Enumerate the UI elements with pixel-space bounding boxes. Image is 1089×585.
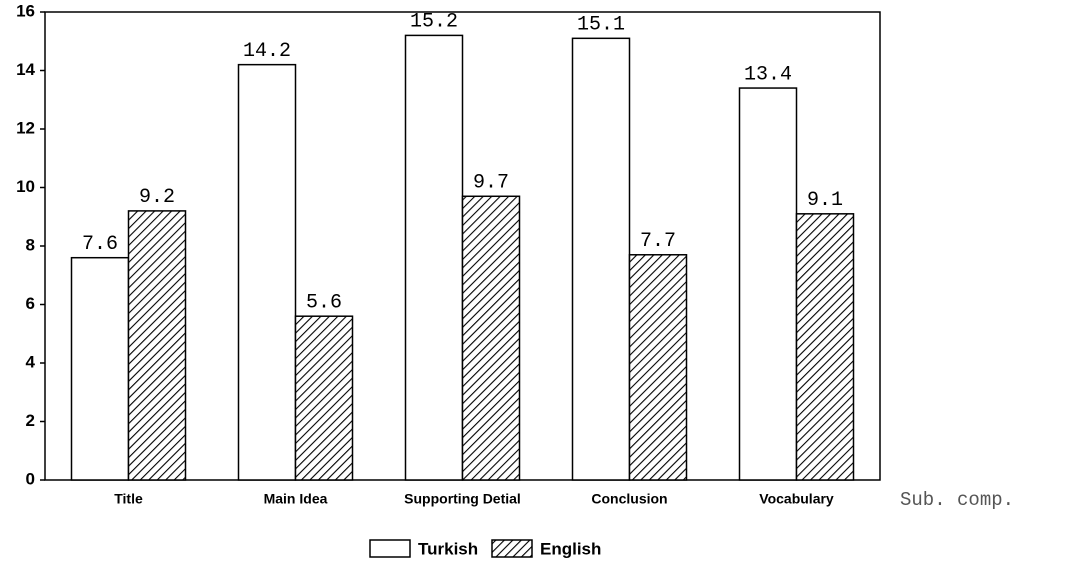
bar	[294, 315, 354, 481]
data-label: 9.1	[807, 189, 843, 212]
x-tick-label: Main Idea	[264, 491, 328, 507]
x-tick-label: Conclusion	[591, 491, 667, 507]
y-tick-label: 16	[16, 1, 35, 20]
y-tick-label: 4	[26, 352, 36, 371]
data-label: 7.7	[640, 230, 676, 253]
bar	[237, 63, 297, 481]
data-label: 7.6	[82, 233, 118, 256]
data-label: 5.6	[306, 291, 342, 314]
x-tick-label: Title	[114, 491, 143, 507]
y-tick-label: 10	[16, 177, 35, 196]
data-label: 15.1	[577, 14, 625, 37]
y-tick-label: 12	[16, 118, 35, 137]
x-tick-label: Vocabulary	[759, 491, 834, 507]
bar	[738, 87, 798, 481]
bar	[70, 256, 130, 481]
bar	[571, 37, 631, 481]
data-label: 14.2	[243, 40, 291, 63]
x-axis-label: Sub. comp.	[900, 489, 1014, 511]
data-label: 9.2	[139, 186, 175, 209]
bar	[795, 213, 855, 481]
y-tick-label: 2	[26, 411, 35, 430]
bar	[404, 34, 464, 481]
legend-swatch	[369, 539, 411, 558]
y-tick-label: 0	[26, 469, 35, 488]
y-tick-label: 6	[26, 294, 35, 313]
y-tick-label: 8	[26, 235, 35, 254]
data-label: 15.2	[410, 11, 458, 34]
x-tick-label: Supporting Detial	[404, 491, 521, 507]
legend-label: English	[540, 539, 601, 558]
legend-label: Turkish	[418, 539, 478, 558]
bar	[461, 195, 521, 481]
y-tick-label: 14	[16, 60, 35, 79]
bar	[628, 254, 688, 481]
bar	[127, 210, 187, 481]
data-label: 9.7	[473, 172, 509, 195]
legend-swatch	[491, 539, 533, 558]
data-label: 13.4	[744, 63, 792, 86]
